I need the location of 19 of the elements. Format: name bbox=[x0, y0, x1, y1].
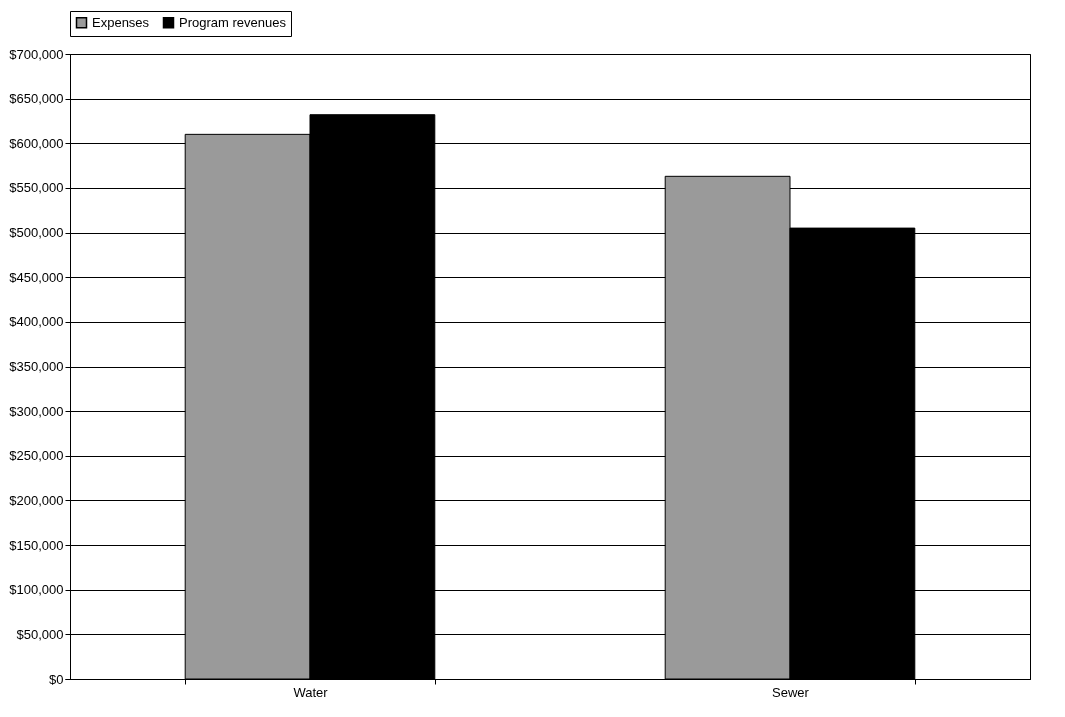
y-tick-label: $700,000 bbox=[9, 46, 64, 62]
y-tick-label: $100,000 bbox=[9, 582, 64, 598]
y-tick-label: $250,000 bbox=[9, 448, 64, 464]
y-tick-label: $300,000 bbox=[9, 403, 64, 419]
y-tick-label: $50,000 bbox=[16, 626, 64, 642]
y-tick-label: $350,000 bbox=[9, 359, 64, 374]
y-tick-label: $400,000 bbox=[9, 314, 64, 330]
y-tick-label: $550,000 bbox=[9, 180, 64, 196]
y-tick-label: $500,000 bbox=[9, 225, 64, 241]
y-tick-label: $650,000 bbox=[9, 91, 64, 107]
legend-label: Expenses bbox=[92, 14, 150, 30]
legend-label: Program revenues bbox=[179, 14, 287, 30]
y-tick-label: $0 bbox=[49, 671, 64, 687]
y-tick-label: $200,000 bbox=[9, 492, 64, 508]
x-tick-label: Sewer bbox=[772, 684, 810, 700]
y-tick-label: $150,000 bbox=[9, 537, 64, 553]
y-tick-label: $600,000 bbox=[9, 135, 64, 151]
x-tick-label: Water bbox=[293, 684, 329, 700]
y-tick-label: $450,000 bbox=[9, 269, 64, 285]
